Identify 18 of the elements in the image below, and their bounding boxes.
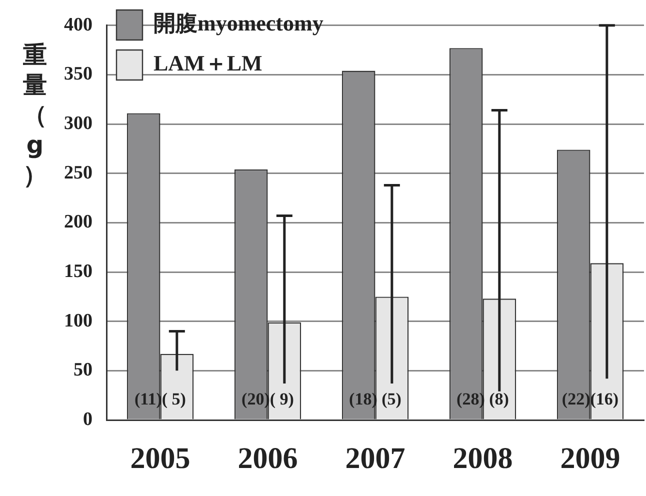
y-tick-label: 150 — [64, 260, 92, 282]
y-tick-label: 350 — [64, 64, 92, 85]
x-tick-label: 2008 — [452, 442, 513, 475]
y-tick-label: 250 — [64, 162, 92, 184]
x-tick-label: 2006 — [238, 442, 298, 475]
legend-label: LAM＋LM — [154, 50, 262, 76]
x-tick-label: 2007 — [345, 442, 406, 475]
annotation: (22)(16) — [562, 390, 619, 409]
x-tick-label: 2009 — [560, 442, 620, 475]
y-axis-title: 重量（g） — [22, 40, 48, 190]
y-tick-label: 200 — [64, 212, 92, 233]
y-tick-label: 300 — [64, 112, 92, 134]
legend-label: 開腹myomectomy — [154, 10, 324, 36]
y-tick-label: 0 — [83, 408, 92, 430]
y-tick-label: 100 — [64, 310, 92, 332]
y-tick-label: 400 — [64, 14, 92, 36]
x-tick-label: 2005 — [130, 442, 190, 475]
y-tick-label: 50 — [74, 360, 92, 381]
